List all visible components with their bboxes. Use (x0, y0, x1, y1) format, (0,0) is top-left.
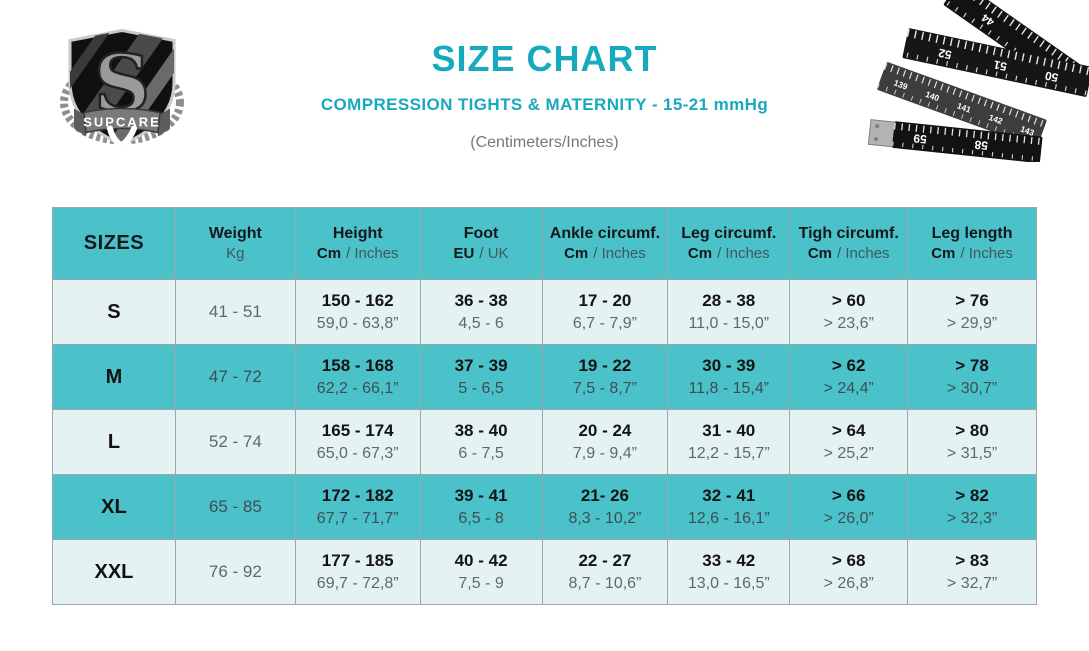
leg-length-cell: > 80 > 31,5” (946, 420, 998, 462)
leg-length-cell: > 82 > 32,3” (946, 485, 998, 527)
header-height: Height Cm / Inches (296, 208, 421, 279)
tigh-circumf-cell: > 62 > 24,4” (790, 345, 909, 409)
height-cell: 177 - 185 69,7 - 72,8” (296, 540, 421, 604)
ankle-cell: 19 - 22 7,5 - 8,7” (543, 345, 669, 409)
size-label: XL (53, 475, 176, 539)
crossed-legs-icon (107, 125, 137, 154)
leg-circumf-cell: 31 - 40 12,2 - 15,7” (668, 410, 791, 474)
header-ankle-circumf: Ankle circumf. Cm / Inches (543, 208, 669, 279)
tape-measure-image: 44 52 51 50 139 140 141 142 143 (867, 0, 1089, 162)
tigh-circumf-cell: > 68 > 26,8” (790, 540, 909, 604)
svg-text:50: 50 (1043, 68, 1059, 85)
size-label: XXL (53, 540, 176, 604)
height-cell: 172 - 182 67,7 - 71,7” (296, 475, 421, 539)
size-label: S (53, 280, 176, 344)
table-row-m: M 47 - 72 158 - 168 62,2 - 66,1” 37 - 39 5… (53, 345, 1036, 410)
tigh-circumf-cell: > 60 > 23,6” (790, 280, 909, 344)
svg-text:52: 52 (937, 46, 953, 63)
leg-length-cell: > 83 > 32,7” (946, 550, 998, 592)
table-row-xxl: XXL 76 - 92 177 - 185 69,7 - 72,8” 40 - 4… (53, 540, 1036, 604)
logo-brand-text: SUPCARE (83, 115, 161, 130)
ankle-cell: 20 - 24 7,9 - 9,4” (543, 410, 669, 474)
tigh-circumf-cell: > 64 > 25,2” (790, 410, 909, 474)
leg-circumf-cell: 33 - 42 13,0 - 16,5” (668, 540, 791, 604)
svg-text:141: 141 (956, 101, 973, 115)
page-subtitle: COMPRESSION TIGHTS & MATERNITY - 15-21 m… (320, 95, 769, 114)
leg-circumf-cell: 30 - 39 11,8 - 15,4” (668, 345, 791, 409)
table-row-l: L 52 - 74 165 - 174 65,0 - 67,3” 38 - 40 6… (53, 410, 1036, 475)
foot-cell: 40 - 42 7,5 - 9 (421, 540, 543, 604)
foot-cell: 38 - 40 6 - 7,5 (421, 410, 543, 474)
weight-value: 41 - 51 (176, 280, 296, 344)
table-header-row: SIZES Weight Kg Height Cm / Inches Foot E… (53, 208, 1036, 280)
banner-ribbon (83, 107, 161, 134)
weight-value: 65 - 85 (176, 475, 296, 539)
svg-text:142: 142 (987, 112, 1004, 126)
svg-text:140: 140 (924, 89, 941, 103)
foot-cell: 36 - 38 4,5 - 6 (421, 280, 543, 344)
table-row-xl: XL 65 - 85 172 - 182 67,7 - 71,7” 39 - 41… (53, 475, 1036, 540)
foot-cell: 39 - 41 6,5 - 8 (421, 475, 543, 539)
header-leg-circumf: Leg circumf. Cm / Inches (668, 208, 791, 279)
tape-band-upper: 52 51 50 (902, 28, 1089, 97)
weight-value: 52 - 74 (176, 410, 296, 474)
header-tigh-circumf: Tigh circumf. Cm / Inches (790, 208, 909, 279)
height-cell: 150 - 162 59,0 - 63,8” (296, 280, 421, 344)
header-sizes: SIZES (53, 208, 176, 279)
ankle-cell: 21- 26 8,3 - 10,2” (543, 475, 669, 539)
table-row-s: S 41 - 51 150 - 162 59,0 - 63,8” 36 - 38 4… (53, 280, 1036, 345)
leg-circumf-cell: 32 - 41 12,6 - 16,1” (668, 475, 791, 539)
laurel-wreath (60, 60, 184, 145)
units-note: (Centimeters/Inches) (470, 134, 619, 151)
size-label: M (53, 345, 176, 409)
height-cell: 165 - 174 65,0 - 67,3” (296, 410, 421, 474)
tape-band-cm: 139 140 141 142 143 (877, 62, 1047, 148)
svg-text:51: 51 (992, 57, 1008, 74)
size-table: SIZES Weight Kg Height Cm / Inches Foot E… (52, 207, 1037, 605)
svg-text:58: 58 (974, 138, 989, 153)
height-cell: 158 - 168 62,2 - 66,1” (296, 345, 421, 409)
header-weight: Weight Kg (176, 208, 296, 279)
ankle-cell: 22 - 27 8,7 - 10,6” (543, 540, 669, 604)
size-label: L (53, 410, 176, 474)
svg-text:44: 44 (980, 11, 997, 28)
page-title: SIZE CHART (431, 38, 658, 79)
leg-circumf-cell: 28 - 38 11,0 - 15,0” (668, 280, 791, 344)
leg-length-cell: > 76 > 29,9” (946, 290, 998, 332)
svg-text:143: 143 (1019, 124, 1036, 138)
leg-length-cell: > 78 > 30,7” (946, 355, 998, 397)
foot-cell: 37 - 39 5 - 6,5 (421, 345, 543, 409)
svg-text:139: 139 (892, 78, 909, 92)
svg-text:59: 59 (912, 131, 927, 146)
tape-band-bottom: 59 58 (867, 119, 1043, 162)
weight-value: 76 - 92 (176, 540, 296, 604)
header-leg-length: Leg length Cm / Inches (931, 224, 1013, 263)
supcare-logo: S SUPCARE (60, 28, 184, 154)
header-foot: Foot EU / UK (421, 208, 543, 279)
ankle-cell: 17 - 20 6,7 - 7,9” (543, 280, 669, 344)
tigh-circumf-cell: > 66 > 26,0” (790, 475, 909, 539)
weight-value: 47 - 72 (176, 345, 296, 409)
tape-metal-end (867, 119, 897, 148)
